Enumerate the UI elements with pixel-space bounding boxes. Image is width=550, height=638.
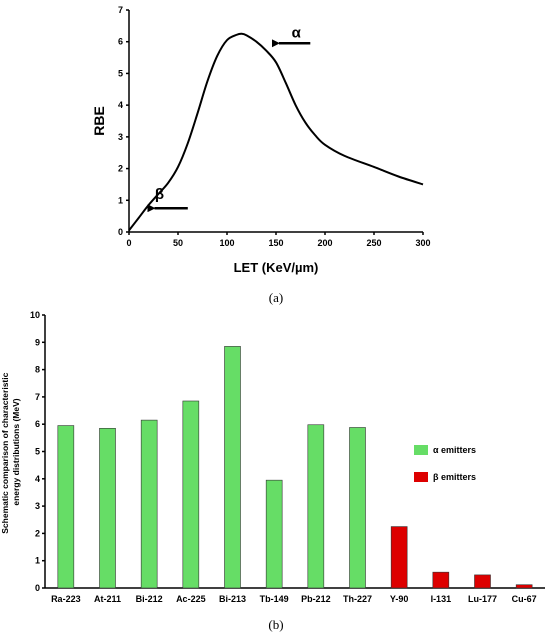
y-tick-label-a: 1 <box>118 195 123 205</box>
bar-ra-223 <box>57 425 75 589</box>
bar-bi-213 <box>224 346 241 589</box>
category-label: Y-90 <box>390 594 409 604</box>
bar-th-227 <box>349 427 366 589</box>
category-label: Tb-149 <box>260 594 289 604</box>
y-tick-label-b: 3 <box>35 501 40 511</box>
legend-swatch-beta <box>414 472 428 482</box>
x-axis-label-a: LET (KeV/µm) <box>234 260 319 275</box>
bar-at-211 <box>99 427 116 589</box>
annotation-label: β <box>155 186 164 203</box>
y-tick-label-b: 2 <box>35 528 40 538</box>
x-tick-label-a: 50 <box>173 238 183 248</box>
bar-i-131 <box>432 571 450 589</box>
y-tick-label-b: 4 <box>35 474 40 484</box>
x-tick-label-a: 200 <box>317 238 332 248</box>
panel-label-b: (b) <box>268 617 283 632</box>
category-label: I-131 <box>431 594 452 604</box>
category-label: Lu-177 <box>468 594 497 604</box>
category-label: Ac-225 <box>176 594 206 604</box>
x-axis-a: 0 50 100 150 200 250 300 <box>126 231 431 248</box>
category-label: Ra-223 <box>51 594 81 604</box>
y-axis-b: 0 1 2 3 4 5 6 7 8 9 10 <box>30 310 46 593</box>
x-tick-label-a: 150 <box>268 238 283 248</box>
y-axis-label-b: Schematic comparison of characteristic e… <box>0 370 21 533</box>
legend-swatch-alpha <box>414 445 428 455</box>
bar-y-90 <box>390 526 408 589</box>
x-tick-label-a: 100 <box>219 238 234 248</box>
y-tick-label-a: 2 <box>118 164 123 174</box>
y-tick-label-b: 8 <box>35 365 40 375</box>
y-tick-label-a: 3 <box>118 132 123 142</box>
y-tick-label-b: 10 <box>30 310 40 320</box>
y-tick-label-a: 4 <box>118 100 123 110</box>
y-axis-label-b-line1: Schematic comparison of characteristic <box>0 372 10 533</box>
legend: α emitters β emitters <box>414 445 476 482</box>
y-tick-label-b: 5 <box>35 447 40 457</box>
y-tick-label-a: 0 <box>118 227 123 237</box>
annotation-label: α <box>292 24 302 41</box>
bar-bi-212 <box>140 419 158 589</box>
category-label: Pb-212 <box>301 594 331 604</box>
y-tick-label-a: 5 <box>118 68 123 78</box>
x-tick-label-a: 250 <box>366 238 381 248</box>
y-tick-label-b: 1 <box>35 556 40 566</box>
legend-label-beta: β emitters <box>433 472 476 482</box>
panel-label-a: (a) <box>269 290 283 305</box>
x-tick-label-a: 300 <box>415 238 430 248</box>
x-tick-label-a: 0 <box>126 238 131 248</box>
category-labels: Ra-223 At-211 Bi-212 Ac-225 Bi-213 Tb-149 Pb-2… <box>51 594 537 604</box>
bar-cu-67 <box>515 584 533 589</box>
annotations-a: αβ <box>147 24 311 213</box>
y-tick-label-b: 9 <box>35 337 40 347</box>
y-tick-label-b: 6 <box>35 419 40 429</box>
bar-lu-177 <box>474 574 491 589</box>
legend-item-beta: β emitters <box>414 472 476 482</box>
y-tick-label-a: 7 <box>118 5 123 15</box>
y-tick-label-b: 7 <box>35 392 40 402</box>
chart-energy-distributions: 0 1 2 3 4 5 6 7 8 9 10 Ra-223 At-211 Bi-212 Ac-225 Bi-… <box>0 310 545 632</box>
category-label: Bi-213 <box>219 594 246 604</box>
category-label: Th-227 <box>343 594 372 604</box>
bar-tb-149 <box>265 479 283 589</box>
y-axis-label-b-line2: energy distributions (MeV) <box>11 398 21 505</box>
legend-label-alpha: α emitters <box>433 445 476 455</box>
legend-item-alpha: α emitters <box>414 445 476 455</box>
category-label: At-211 <box>94 594 121 604</box>
bars <box>57 346 533 589</box>
rbe-curve <box>128 32 424 232</box>
category-label: Cu-67 <box>512 594 537 604</box>
y-axis-a: 0 1 2 3 4 5 6 7 <box>118 5 130 237</box>
y-tick-label-b: 0 <box>35 583 40 593</box>
y-tick-label-a: 6 <box>118 37 123 47</box>
bar-ac-225 <box>182 400 200 589</box>
bar-pb-212 <box>307 424 325 589</box>
category-label: Bi-212 <box>136 594 163 604</box>
y-axis-label-a: RBE <box>91 106 107 136</box>
